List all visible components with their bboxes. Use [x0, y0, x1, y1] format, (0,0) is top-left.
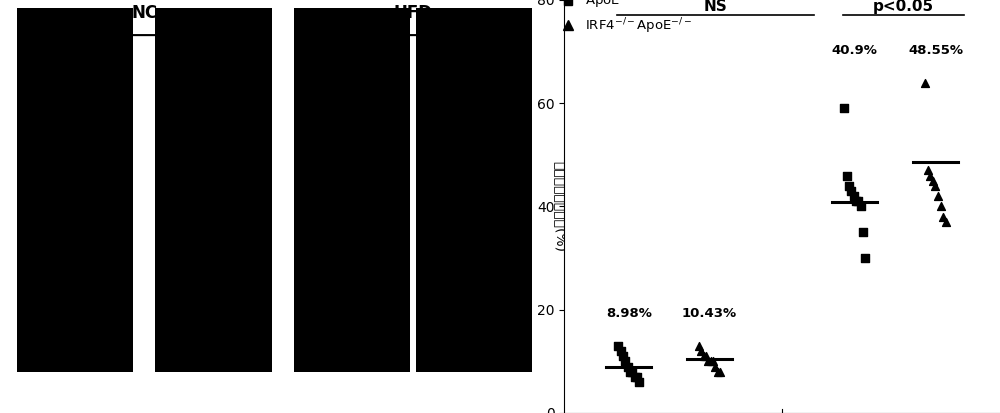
Text: p<0.05: p<0.05 [873, 0, 934, 14]
Point [925, 177, 941, 184]
Point [631, 379, 647, 385]
Point [700, 358, 716, 365]
Point [705, 358, 721, 365]
Point [617, 358, 633, 365]
Point [938, 218, 954, 225]
Text: 10.43%: 10.43% [682, 307, 737, 320]
Point [933, 203, 949, 210]
Point [693, 348, 709, 354]
Point [691, 342, 707, 349]
Text: 48.55%: 48.55% [908, 44, 963, 57]
Point [857, 255, 873, 261]
Point [629, 373, 645, 380]
Text: ApoE$^{-/-}$: ApoE$^{-/-}$ [48, 39, 101, 59]
Point [613, 348, 629, 354]
Point [930, 193, 946, 199]
Bar [155, 8, 272, 372]
Point [920, 167, 936, 173]
Text: 主动脉树斑块面积(%): 主动脉树斑块面积(%) [553, 161, 567, 252]
Point [620, 363, 636, 370]
Point [850, 198, 866, 204]
Text: 40.9%: 40.9% [832, 44, 878, 57]
Point [698, 353, 714, 359]
Point [707, 363, 723, 370]
Point [615, 353, 631, 359]
Point [922, 172, 938, 179]
Point [703, 358, 719, 365]
Text: IRF4$^{-/-}$ApoE$^{-/-}$: IRF4$^{-/-}$ApoE$^{-/-}$ [162, 39, 265, 59]
Text: NS: NS [704, 0, 727, 14]
Text: HFD: HFD [394, 4, 433, 22]
Text: IRF4$^{-/-}$ApoE$^{-/-}$: IRF4$^{-/-}$ApoE$^{-/-}$ [423, 39, 526, 59]
Point [710, 368, 726, 375]
Point [627, 373, 643, 380]
Text: ApoE$^{-/-}$: ApoE$^{-/-}$ [326, 39, 379, 59]
Point [855, 229, 871, 235]
Point [836, 105, 852, 112]
Point [624, 368, 640, 375]
Bar [17, 8, 133, 372]
Point [696, 353, 712, 359]
Point [848, 198, 864, 204]
Point [935, 214, 951, 220]
Point [917, 79, 933, 86]
Point [622, 368, 638, 375]
Point [846, 193, 862, 199]
Text: NC: NC [131, 4, 157, 22]
Point [712, 368, 728, 375]
Bar [416, 8, 532, 372]
Point [843, 188, 859, 194]
Point [853, 203, 869, 210]
Bar [294, 8, 410, 372]
Legend: ApoE$^{-/-}$, IRF4$^{-/-}$ApoE$^{-/-}$: ApoE$^{-/-}$, IRF4$^{-/-}$ApoE$^{-/-}$ [549, 0, 698, 41]
Text: 8.98%: 8.98% [606, 307, 652, 320]
Point [927, 183, 943, 189]
Point [841, 183, 857, 189]
Point [839, 172, 855, 179]
Point [610, 342, 626, 349]
